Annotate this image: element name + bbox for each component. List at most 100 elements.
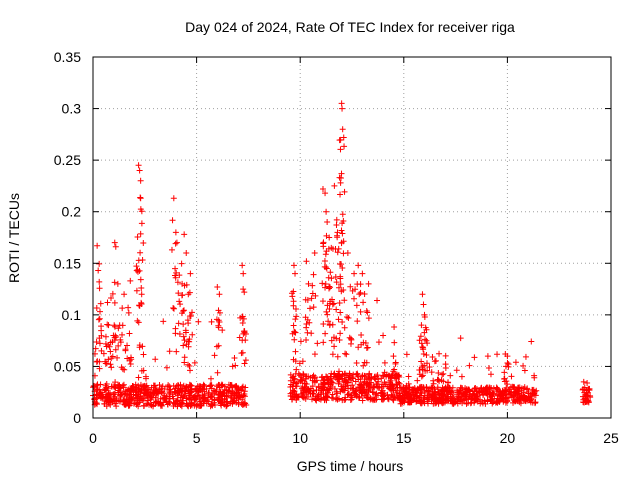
- data-point: [393, 375, 400, 382]
- data-point: [420, 301, 427, 308]
- data-point: [206, 389, 213, 396]
- data-point: [324, 219, 331, 226]
- y-axis-label: ROTI / TECUs: [6, 193, 22, 283]
- data-point: [414, 385, 421, 392]
- data-point: [389, 391, 396, 398]
- data-point: [92, 345, 99, 352]
- data-point: [135, 162, 142, 169]
- data-point: [490, 398, 497, 405]
- data-point: [135, 391, 142, 398]
- data-point: [338, 386, 345, 393]
- data-point: [380, 383, 387, 390]
- data-point: [97, 389, 104, 396]
- data-point: [373, 396, 380, 403]
- data-point: [187, 389, 194, 396]
- data-point: [329, 296, 336, 303]
- data-point: [214, 284, 221, 291]
- data-point: [96, 365, 103, 372]
- data-point: [182, 329, 189, 336]
- data-point: [314, 393, 321, 400]
- data-point: [404, 391, 411, 398]
- data-point: [367, 385, 374, 392]
- data-point: [511, 398, 518, 405]
- data-point: [429, 393, 436, 400]
- data-point: [290, 302, 297, 309]
- data-point: [239, 262, 246, 269]
- data-point: [138, 284, 145, 291]
- data-point: [337, 175, 344, 182]
- data-point: [287, 390, 294, 397]
- data-point: [429, 353, 436, 360]
- data-point: [185, 361, 192, 368]
- data-point: [323, 397, 330, 404]
- data-point: [111, 323, 118, 330]
- data-point: [418, 322, 425, 329]
- data-point: [103, 403, 110, 410]
- data-point: [583, 387, 590, 394]
- data-point: [392, 359, 399, 366]
- data-point: [442, 352, 449, 359]
- data-point: [326, 381, 333, 388]
- data-point: [172, 265, 179, 272]
- data-point: [502, 363, 509, 370]
- data-point: [320, 243, 327, 250]
- data-point: [180, 342, 187, 349]
- y-tick-label: 0.25: [54, 152, 81, 168]
- data-point: [112, 332, 119, 339]
- data-point: [168, 246, 175, 253]
- data-point: [406, 386, 413, 393]
- data-point: [417, 398, 424, 405]
- data-point: [385, 396, 392, 403]
- data-point: [310, 372, 317, 379]
- chart-title: Day 024 of 2024, Rate Of TEC Index for r…: [185, 19, 515, 35]
- data-point: [133, 401, 140, 408]
- data-point: [417, 389, 424, 396]
- data-point: [93, 399, 100, 406]
- data-point: [584, 397, 591, 404]
- data-point: [339, 230, 346, 237]
- data-points: [90, 100, 594, 410]
- data-point: [115, 325, 122, 332]
- data-point: [117, 398, 124, 405]
- data-point: [363, 345, 370, 352]
- data-point: [186, 313, 193, 320]
- data-point: [310, 271, 317, 278]
- data-point: [531, 388, 538, 395]
- data-point: [135, 319, 142, 326]
- data-point: [147, 401, 154, 408]
- data-point: [340, 286, 347, 293]
- data-point: [183, 341, 190, 348]
- data-point: [584, 380, 591, 387]
- data-point: [398, 400, 405, 407]
- data-point: [341, 377, 348, 384]
- data-point: [93, 338, 100, 345]
- data-point: [323, 264, 330, 271]
- data-point: [459, 385, 466, 392]
- data-point: [137, 276, 144, 283]
- data-point: [526, 396, 533, 403]
- data-point: [128, 394, 135, 401]
- data-point: [495, 398, 502, 405]
- data-point: [306, 319, 313, 326]
- data-point: [189, 331, 196, 338]
- data-point: [471, 399, 478, 406]
- data-point: [107, 348, 114, 355]
- data-point: [112, 243, 119, 250]
- data-point: [472, 384, 479, 391]
- data-point: [361, 392, 368, 399]
- data-point: [175, 320, 182, 327]
- data-point: [390, 368, 397, 375]
- data-point: [329, 321, 336, 328]
- data-point: [310, 390, 317, 397]
- data-point: [96, 340, 103, 347]
- data-point: [214, 369, 221, 376]
- data-point: [97, 390, 104, 397]
- data-point: [480, 392, 487, 399]
- data-point: [497, 391, 504, 398]
- data-point: [326, 305, 333, 312]
- data-point: [240, 286, 247, 293]
- data-point: [466, 393, 473, 400]
- data-point: [223, 399, 230, 406]
- data-point: [293, 313, 300, 320]
- data-point: [236, 334, 243, 341]
